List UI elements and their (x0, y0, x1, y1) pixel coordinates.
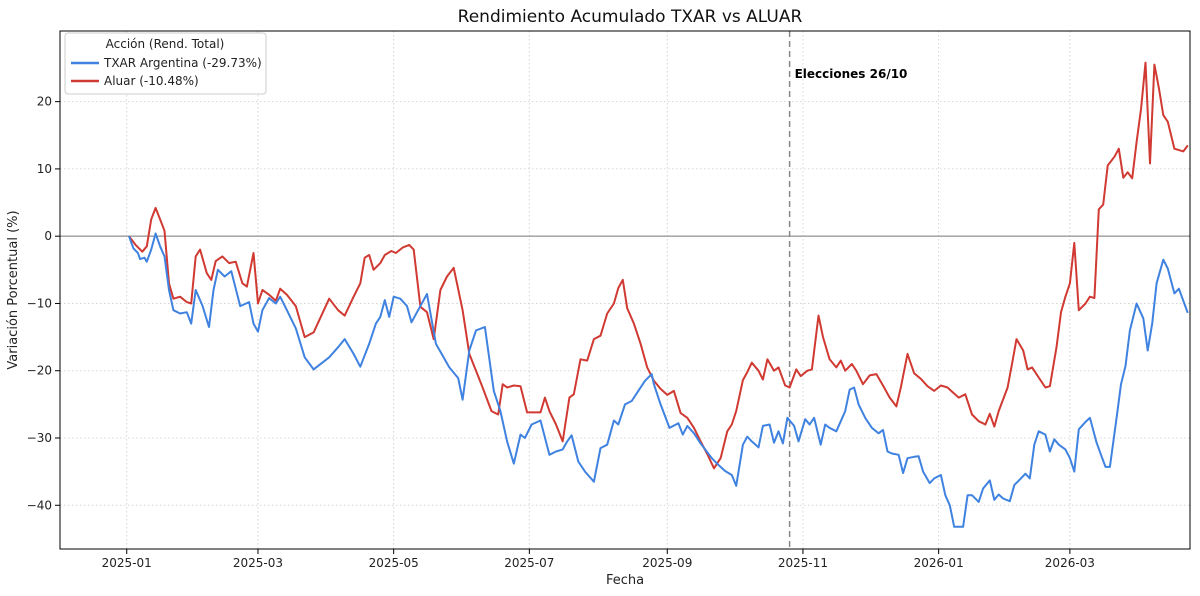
y-tick-label: −30 (27, 431, 52, 445)
reference-lines (60, 31, 1190, 549)
x-tick-label: 2026-03 (1045, 556, 1095, 570)
legend-entry-txar: TXAR Argentina (-29.73%) (103, 56, 262, 70)
x-tick-label: 2025-09 (642, 556, 692, 570)
legend-title: Acción (Rend. Total) (106, 37, 225, 51)
y-tick-label: −40 (27, 498, 52, 512)
aluar-series-line (128, 61, 1189, 470)
y-axis-label: Variación Porcentual (%) (6, 210, 21, 369)
x-tick-label: 2025-01 (102, 556, 152, 570)
x-axis: 2025-01 2025-03 2025-05 2025-07 2025-09 2025-… (102, 549, 1095, 570)
x-tick-label: 2026-01 (914, 556, 964, 570)
y-tick-label: −20 (27, 364, 52, 378)
x-tick-label: 2025-11 (778, 556, 828, 570)
y-tick-label: 20 (37, 95, 52, 109)
x-tick-label: 2025-07 (504, 556, 554, 570)
y-tick-label: 10 (37, 162, 52, 176)
election-annotation: Elecciones 26/10 (795, 67, 908, 81)
legend: Acción (Rend. Total) TXAR Argentina (-29… (64, 32, 267, 95)
y-tick-label: 0 (44, 229, 52, 243)
x-tick-label: 2025-05 (369, 556, 419, 570)
chart-title: Rendimiento Acumulado TXAR vs ALUAR (458, 7, 803, 27)
y-axis: −40 −30 −20 −10 0 10 20 (27, 95, 60, 512)
legend-entry-aluar: Aluar (-10.48%) (104, 74, 199, 88)
x-tick-label: 2025-03 (233, 556, 283, 570)
plot-frame (59, 30, 1191, 550)
y-tick-label: −10 (27, 296, 52, 310)
series-layer (128, 61, 1189, 528)
x-axis-label: Fecha (606, 573, 644, 588)
legend-box (64, 32, 267, 95)
txar-series-line (128, 232, 1189, 528)
